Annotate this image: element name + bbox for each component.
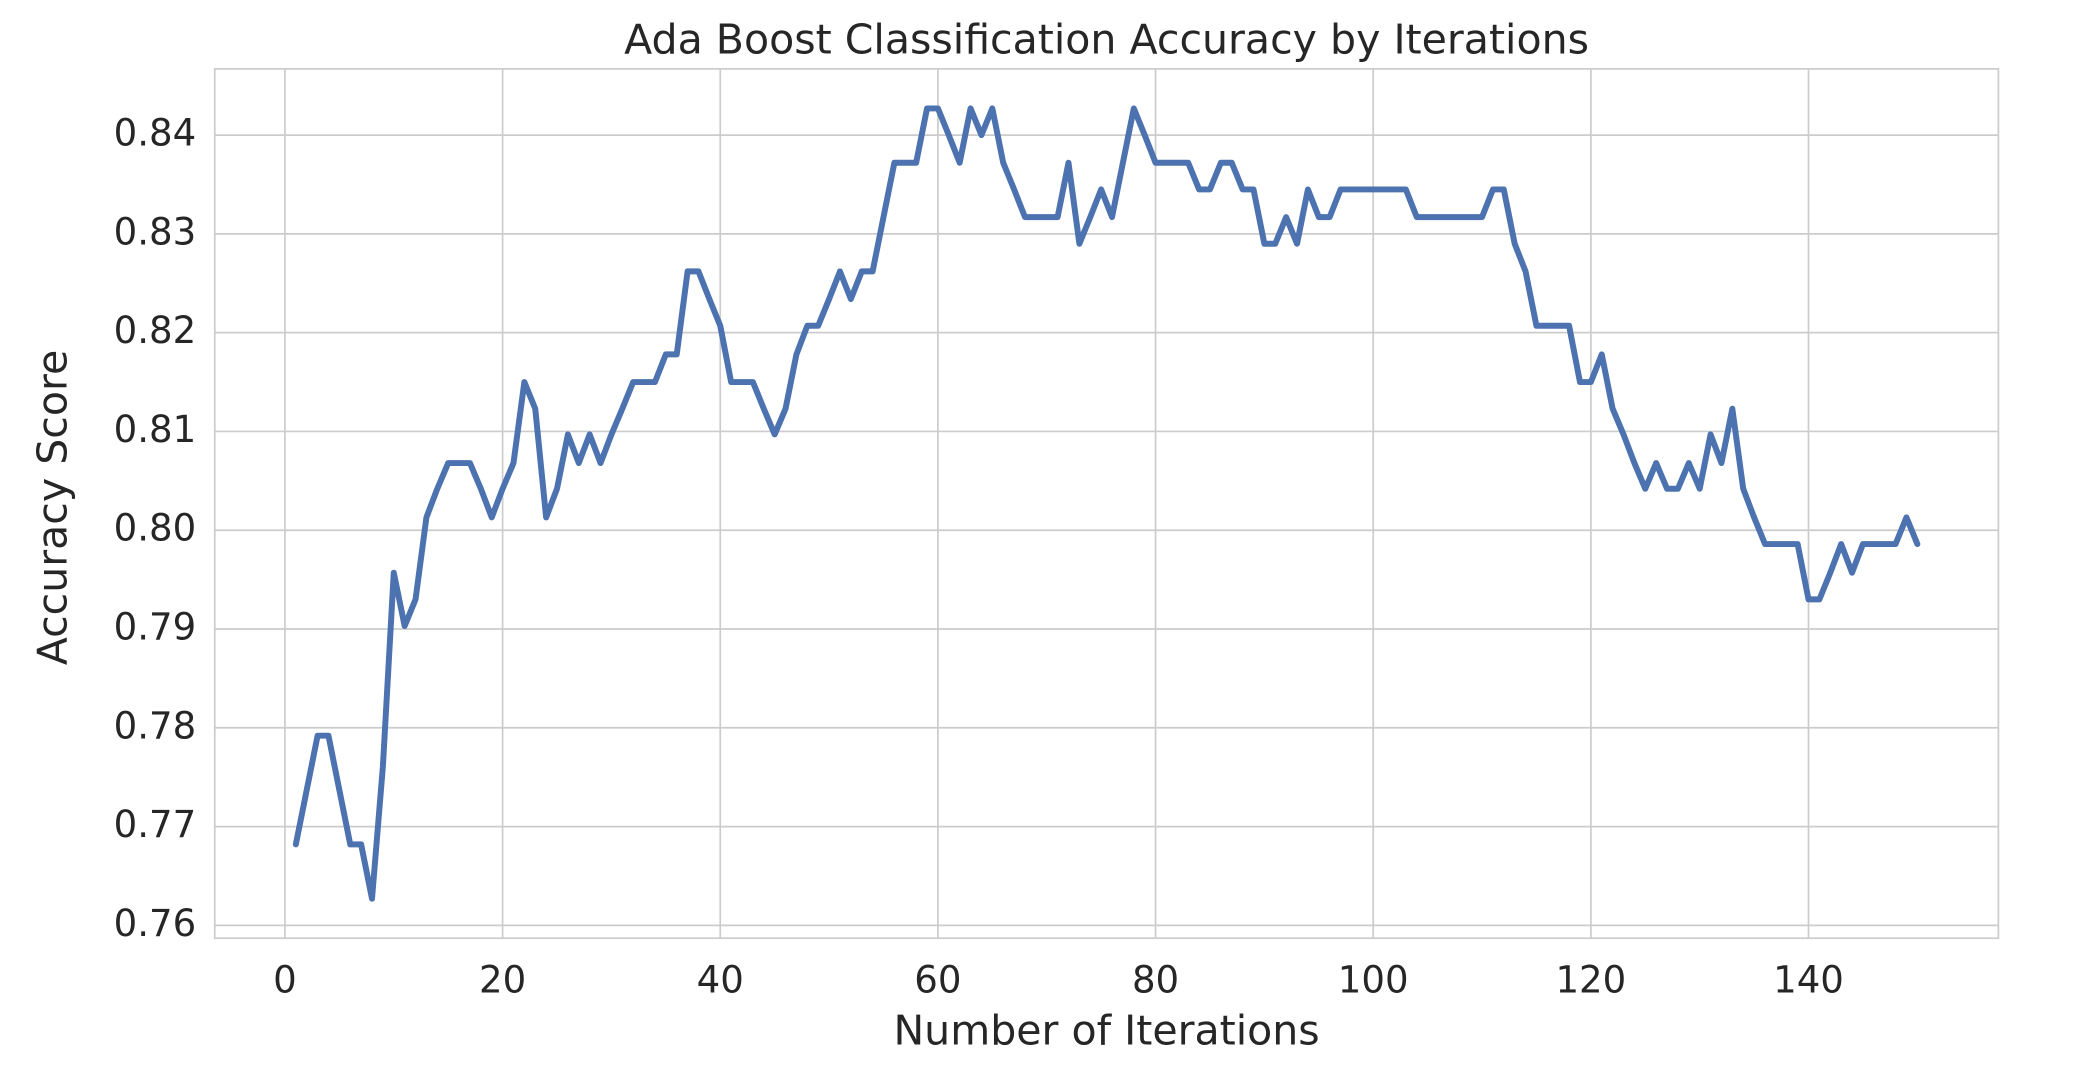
x-tick-label: 140 — [1773, 958, 1844, 1001]
y-tick-label: 0.77 — [114, 803, 197, 846]
y-tick-label: 0.84 — [114, 112, 197, 155]
x-tick-label: 0 — [273, 958, 297, 1001]
y-tick-label: 0.83 — [114, 210, 197, 253]
line — [292, 105, 1921, 902]
x-tick-label: 20 — [479, 958, 526, 1001]
x-tick-label: 60 — [914, 958, 961, 1001]
x-tick-label: 100 — [1338, 958, 1409, 1001]
x-tick-label: 120 — [1555, 958, 1626, 1001]
x-axis-label: Number of Iterations — [893, 1007, 1319, 1055]
y-tick-label: 0.81 — [114, 408, 197, 451]
y-tick-label: 0.80 — [114, 507, 197, 550]
y-axis-label: Accuracy Score — [29, 350, 77, 666]
y-tick-label: 0.76 — [114, 902, 197, 945]
x-tick-label: 80 — [1132, 958, 1179, 1001]
y-tick-label: 0.82 — [114, 309, 197, 352]
x-tick-label: 40 — [697, 958, 744, 1001]
chart-title: Ada Boost Classification Accuracy by Ite… — [624, 15, 1589, 63]
grid — [214, 68, 1999, 939]
y-tick-label: 0.78 — [114, 704, 197, 747]
plot-frame — [213, 68, 2000, 940]
y-tick-label: 0.79 — [114, 606, 197, 649]
